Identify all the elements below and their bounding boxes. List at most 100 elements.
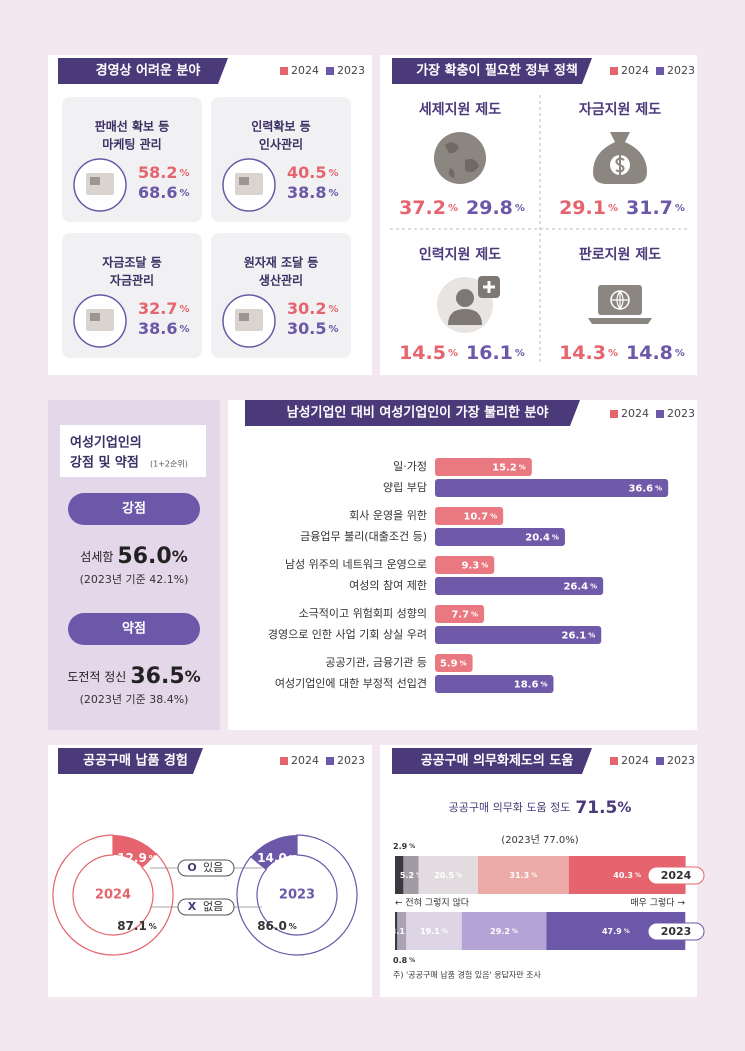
unit: % — [328, 324, 338, 335]
unit: % — [442, 928, 448, 935]
value-label: 30.5% — [287, 319, 339, 338]
donut-year: 2024 — [95, 888, 131, 903]
value: 14.8 — [626, 342, 673, 364]
value-label: 14.3% — [559, 342, 618, 364]
unit: % — [289, 922, 297, 931]
legend-swatch — [610, 757, 618, 765]
unit: % — [617, 800, 631, 816]
value-label: 14.8% — [626, 342, 685, 364]
trait-label: 도전적 정신 — [67, 670, 126, 684]
category-label: 일·가정 — [393, 459, 427, 473]
card-label: 인사관리 — [259, 137, 303, 152]
unit: % — [149, 922, 157, 931]
value: 0.8 — [393, 956, 408, 965]
category-label: 여성기업인에 대한 부정적 선입견 — [275, 677, 427, 690]
value: 5.2 — [400, 871, 414, 880]
card-icon-detail — [90, 177, 100, 185]
bar — [435, 556, 495, 574]
traits-note: (1+2순위) — [150, 460, 188, 469]
section-title: 공공구매 의무화제도의 도움 — [421, 753, 574, 769]
stack-segment — [395, 912, 398, 950]
value-label: 12.9% — [117, 851, 157, 865]
value-label: 20.5% — [434, 871, 462, 880]
bar — [435, 458, 532, 476]
stack-segment — [477, 856, 569, 894]
value: 29.2 — [490, 927, 510, 936]
policy-label: 인력지원 제도 — [419, 246, 501, 263]
unit: % — [456, 872, 462, 879]
unit: % — [675, 348, 685, 359]
card-label: 자금관리 — [110, 273, 154, 288]
card-icon-detail — [90, 313, 100, 321]
category-label: 소극적이고 위험회피 성향의 — [299, 607, 427, 620]
value: 47.9 — [602, 927, 622, 936]
mark: O — [187, 861, 196, 874]
value: 68.6 — [138, 183, 177, 202]
badge-label: 강점 — [122, 501, 146, 517]
unit: % — [635, 872, 641, 879]
value-label: 19.1% — [420, 927, 448, 936]
stack-segment — [395, 856, 404, 894]
category-label: 여성의 참여 제한 — [349, 579, 427, 592]
unit: % — [179, 304, 189, 315]
legend-swatch — [280, 757, 288, 765]
value: 7.7 — [451, 610, 469, 621]
bar — [435, 654, 473, 672]
card-label: 마케팅 관리 — [102, 137, 161, 152]
value-label: 38.6% — [138, 319, 190, 338]
value-label: 14.5% — [399, 342, 458, 364]
value: 14.5 — [399, 342, 446, 364]
value: 40.3 — [613, 871, 633, 880]
unit: % — [328, 188, 338, 199]
donut-yes — [250, 835, 297, 870]
unit: % — [624, 928, 630, 935]
bar — [435, 479, 669, 497]
value: 18.6 — [514, 680, 539, 691]
unit: % — [490, 513, 497, 521]
policy-label: 판로지원 제도 — [579, 247, 661, 263]
value: 87.1 — [117, 919, 147, 933]
value: 3.1 — [391, 927, 406, 936]
value: 14.0 — [257, 851, 287, 865]
value-label: 37.2% — [399, 197, 458, 219]
bar — [435, 528, 565, 546]
mark-label: 있음 — [203, 861, 223, 874]
value: 12.9 — [117, 851, 147, 865]
section-title: 가장 확충이 필요한 정부 정책 — [416, 63, 578, 79]
unit: % — [409, 843, 415, 850]
value: 9.3 — [462, 561, 480, 572]
traits-title: 강점 및 약점 — [70, 455, 139, 471]
trait-line: 섬세함 56.0% — [80, 544, 187, 569]
donut-year: 2023 — [279, 888, 315, 903]
headline-label: 공공구매 의무화 도움 정도 — [449, 801, 571, 814]
card-icon-detail — [239, 313, 249, 321]
year-tag-label: 2023 — [661, 925, 692, 938]
legend-label: 2023 — [337, 64, 365, 77]
value-label: 40.3% — [613, 871, 641, 880]
donut-no — [52, 834, 174, 956]
value-label: 29.2% — [490, 927, 518, 936]
unit: % — [531, 872, 537, 879]
category-label: 양립 부담 — [383, 481, 427, 494]
year-tag-label: 2024 — [661, 869, 692, 882]
value: 2.9 — [393, 842, 408, 851]
unit: % — [515, 203, 525, 214]
year-tag — [647, 922, 705, 941]
unit: % — [328, 168, 338, 179]
mark-label: 없음 — [203, 900, 223, 913]
unit: % — [590, 583, 597, 591]
value-label: 86.0% — [257, 919, 297, 933]
compare: (2023년 77.0%) — [501, 834, 578, 846]
title-pill — [58, 58, 228, 84]
value: 38.6 — [138, 319, 177, 338]
value: 16.1 — [466, 342, 513, 364]
bar — [435, 626, 602, 644]
value: 30.2 — [287, 299, 326, 318]
title-pill — [58, 748, 203, 774]
card-label: 판매선 확보 등 — [95, 119, 170, 134]
unit: % — [448, 348, 458, 359]
value-label: 31.3% — [509, 871, 537, 880]
value: 36.6 — [628, 484, 653, 495]
unit: % — [608, 203, 618, 214]
